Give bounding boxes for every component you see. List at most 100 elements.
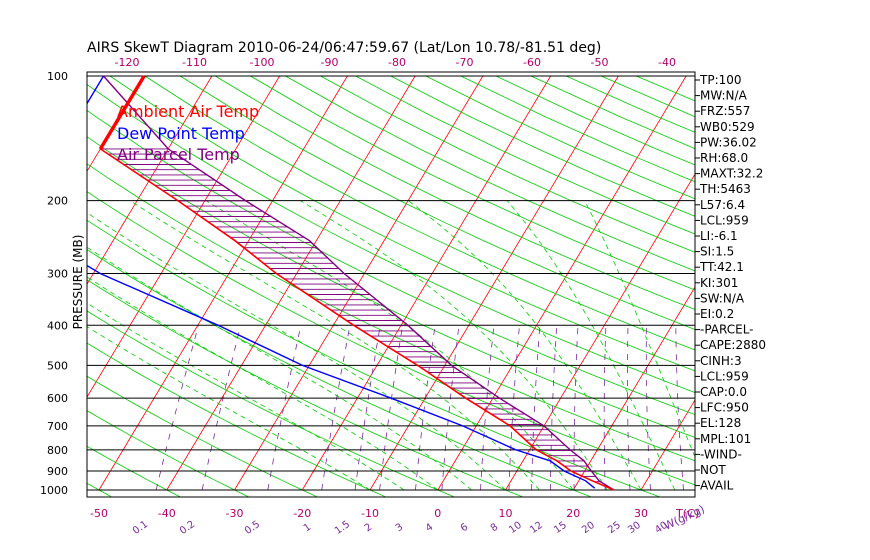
bottom-temp-tick-label: 10 [499, 507, 513, 520]
mixing-ratio-tick-label: 1 [302, 522, 314, 535]
pressure-tick-label: 900 [47, 465, 68, 478]
mixing-ratio-tick-label: 2 [363, 522, 375, 535]
stability-index-item: EL:128 [700, 416, 741, 430]
pressure-tick-label: 700 [47, 420, 68, 433]
mixing-ratio-tick-label: 8 [489, 522, 501, 535]
cape-hatch-area [100, 148, 601, 483]
top-temp-tick-label: -110 [182, 56, 207, 69]
dry-adiabat-line [87, 445, 182, 497]
bottom-temp-tick-label: 20 [566, 507, 580, 520]
mixing-ratio-tick-label: 25 [606, 520, 623, 536]
dry-adiabat-line [87, 410, 250, 497]
stability-index-item: EI:0.2 [700, 307, 734, 321]
isotherm-line [437, 75, 687, 491]
mixing-ratio-line [441, 325, 460, 491]
legend-dewpoint-label: Dew Point Temp [117, 124, 245, 143]
mixing-ratio-line [201, 325, 242, 491]
moist-adiabat-line [87, 302, 405, 491]
stability-index-item: MPL:101 [700, 432, 751, 446]
bottom-temp-tick-label: 0 [434, 507, 441, 520]
stability-index-item: RH:68.0 [700, 151, 748, 165]
mixing-ratio-tick-label: 1.5 [333, 519, 352, 537]
bottom-temp-tick-label: 30 [634, 507, 648, 520]
isotherm-line [505, 173, 695, 491]
chart-title: AIRS SkewT Diagram 2010-06-24/06:47:59.6… [87, 40, 601, 56]
dry-adiabat-line [144, 75, 695, 351]
pressure-tick-label: 500 [47, 359, 68, 372]
stability-index-item: L57:6.4 [700, 198, 745, 212]
isotherm-line [0, 76, 9, 490]
dry-adiabat-line [87, 279, 524, 497]
top-temp-tick-label: -120 [115, 56, 140, 69]
sounding-profiles [63, 75, 615, 491]
stability-index-item: CINH:3 [700, 354, 742, 368]
x-axis-label: T(C) [675, 507, 699, 520]
dry-adiabat-line [87, 310, 456, 497]
top-temp-tick-label: -90 [321, 56, 339, 69]
dry-adiabat-line [87, 249, 593, 497]
mixing-ratio-tick-label: 4 [424, 522, 436, 535]
dry-adiabat-line [390, 75, 695, 217]
top-temp-tick-label: -80 [388, 56, 406, 69]
stability-index-item: LFC:950 [700, 401, 749, 415]
dry-adiabat-line [355, 75, 695, 235]
mixing-ratio-tick-label: 0.2 [178, 519, 197, 537]
bottom-temp-tick-label: -10 [361, 507, 379, 520]
mixing-ratio-tick-label: 3 [394, 522, 406, 535]
dry-adiabat-line [87, 342, 387, 497]
moist-adiabat-line [87, 212, 506, 491]
mixing-ratio-tick-label: 0.1 [131, 519, 150, 537]
mixing-ratio-line [645, 325, 651, 491]
top-temp-tick-label: -60 [523, 56, 541, 69]
stability-index-item: KI:301 [700, 276, 738, 290]
mixing-ratio-line [415, 325, 436, 491]
stability-index-item: -WIND- [700, 447, 742, 461]
y-axis-label: PRESSURE (MB) [71, 235, 85, 330]
ambient-temp-line [99, 75, 615, 491]
stability-index-item: MW:N/A [700, 89, 748, 103]
stability-index-item: LI:-6.1 [700, 229, 738, 243]
dewpoint-upper-segment [63, 120, 76, 142]
moist-adiabat-line [129, 200, 540, 491]
stability-index-item: NOT [700, 463, 726, 477]
dry-adiabat-line [87, 375, 319, 497]
dry-adiabat-line [214, 75, 695, 310]
plot-frame [86, 71, 696, 498]
dry-adiabat-line [87, 163, 695, 462]
mixing-ratio-tick-label: 12 [528, 520, 545, 536]
isotherm-line [98, 75, 348, 491]
pressure-tick-label: 600 [47, 392, 68, 405]
mixing-ratio-line [354, 325, 381, 491]
isotherm-line [87, 75, 213, 285]
stability-index-item: -PARCEL- [700, 323, 754, 337]
legend-parcel-label: Air Parcel Temp [117, 145, 240, 164]
dry-adiabat-line [109, 75, 695, 372]
mixing-ratio-tick-label: 10 [507, 520, 524, 536]
stability-index-item: TH:5463 [699, 182, 751, 196]
stability-index-item: SI:1.5 [700, 245, 734, 259]
dewpoint-line [87, 75, 596, 489]
stability-index-item: MAXT:32.2 [700, 167, 763, 181]
top-temp-tick-label: -40 [658, 56, 676, 69]
top-temp-tick-label: -70 [456, 56, 474, 69]
isotherm-line [234, 75, 484, 491]
bottom-temp-tick-labels: -50 -40 -30 -20 -10 0 10 20 30 [90, 507, 648, 520]
bottom-temp-tick-label: -30 [226, 507, 244, 520]
parcel-temp-line [102, 75, 615, 491]
stability-index-item: WB0:529 [700, 120, 755, 134]
dry-adiabat-line [320, 75, 695, 253]
stability-index-item: CAP:0.0 [700, 385, 747, 399]
dry-adiabat-line [0, 76, 46, 499]
isotherm-line [572, 286, 695, 491]
mixing-ratio-tick-label: 0.5 [243, 519, 262, 537]
dry-adiabat-line [285, 75, 695, 272]
dry-adiabat-line [87, 482, 113, 497]
moist-adiabat-line [87, 246, 472, 491]
dry-adiabat-line [87, 84, 695, 393]
dry-adiabat-line [250, 75, 695, 291]
bottom-temp-tick-label: -20 [293, 507, 311, 520]
mixing-ratio-tick-label: 15 [552, 520, 569, 536]
top-temp-tick-label: -100 [250, 56, 275, 69]
pressure-tick-label: 800 [47, 444, 68, 457]
mixing-ratio-line [321, 325, 351, 491]
